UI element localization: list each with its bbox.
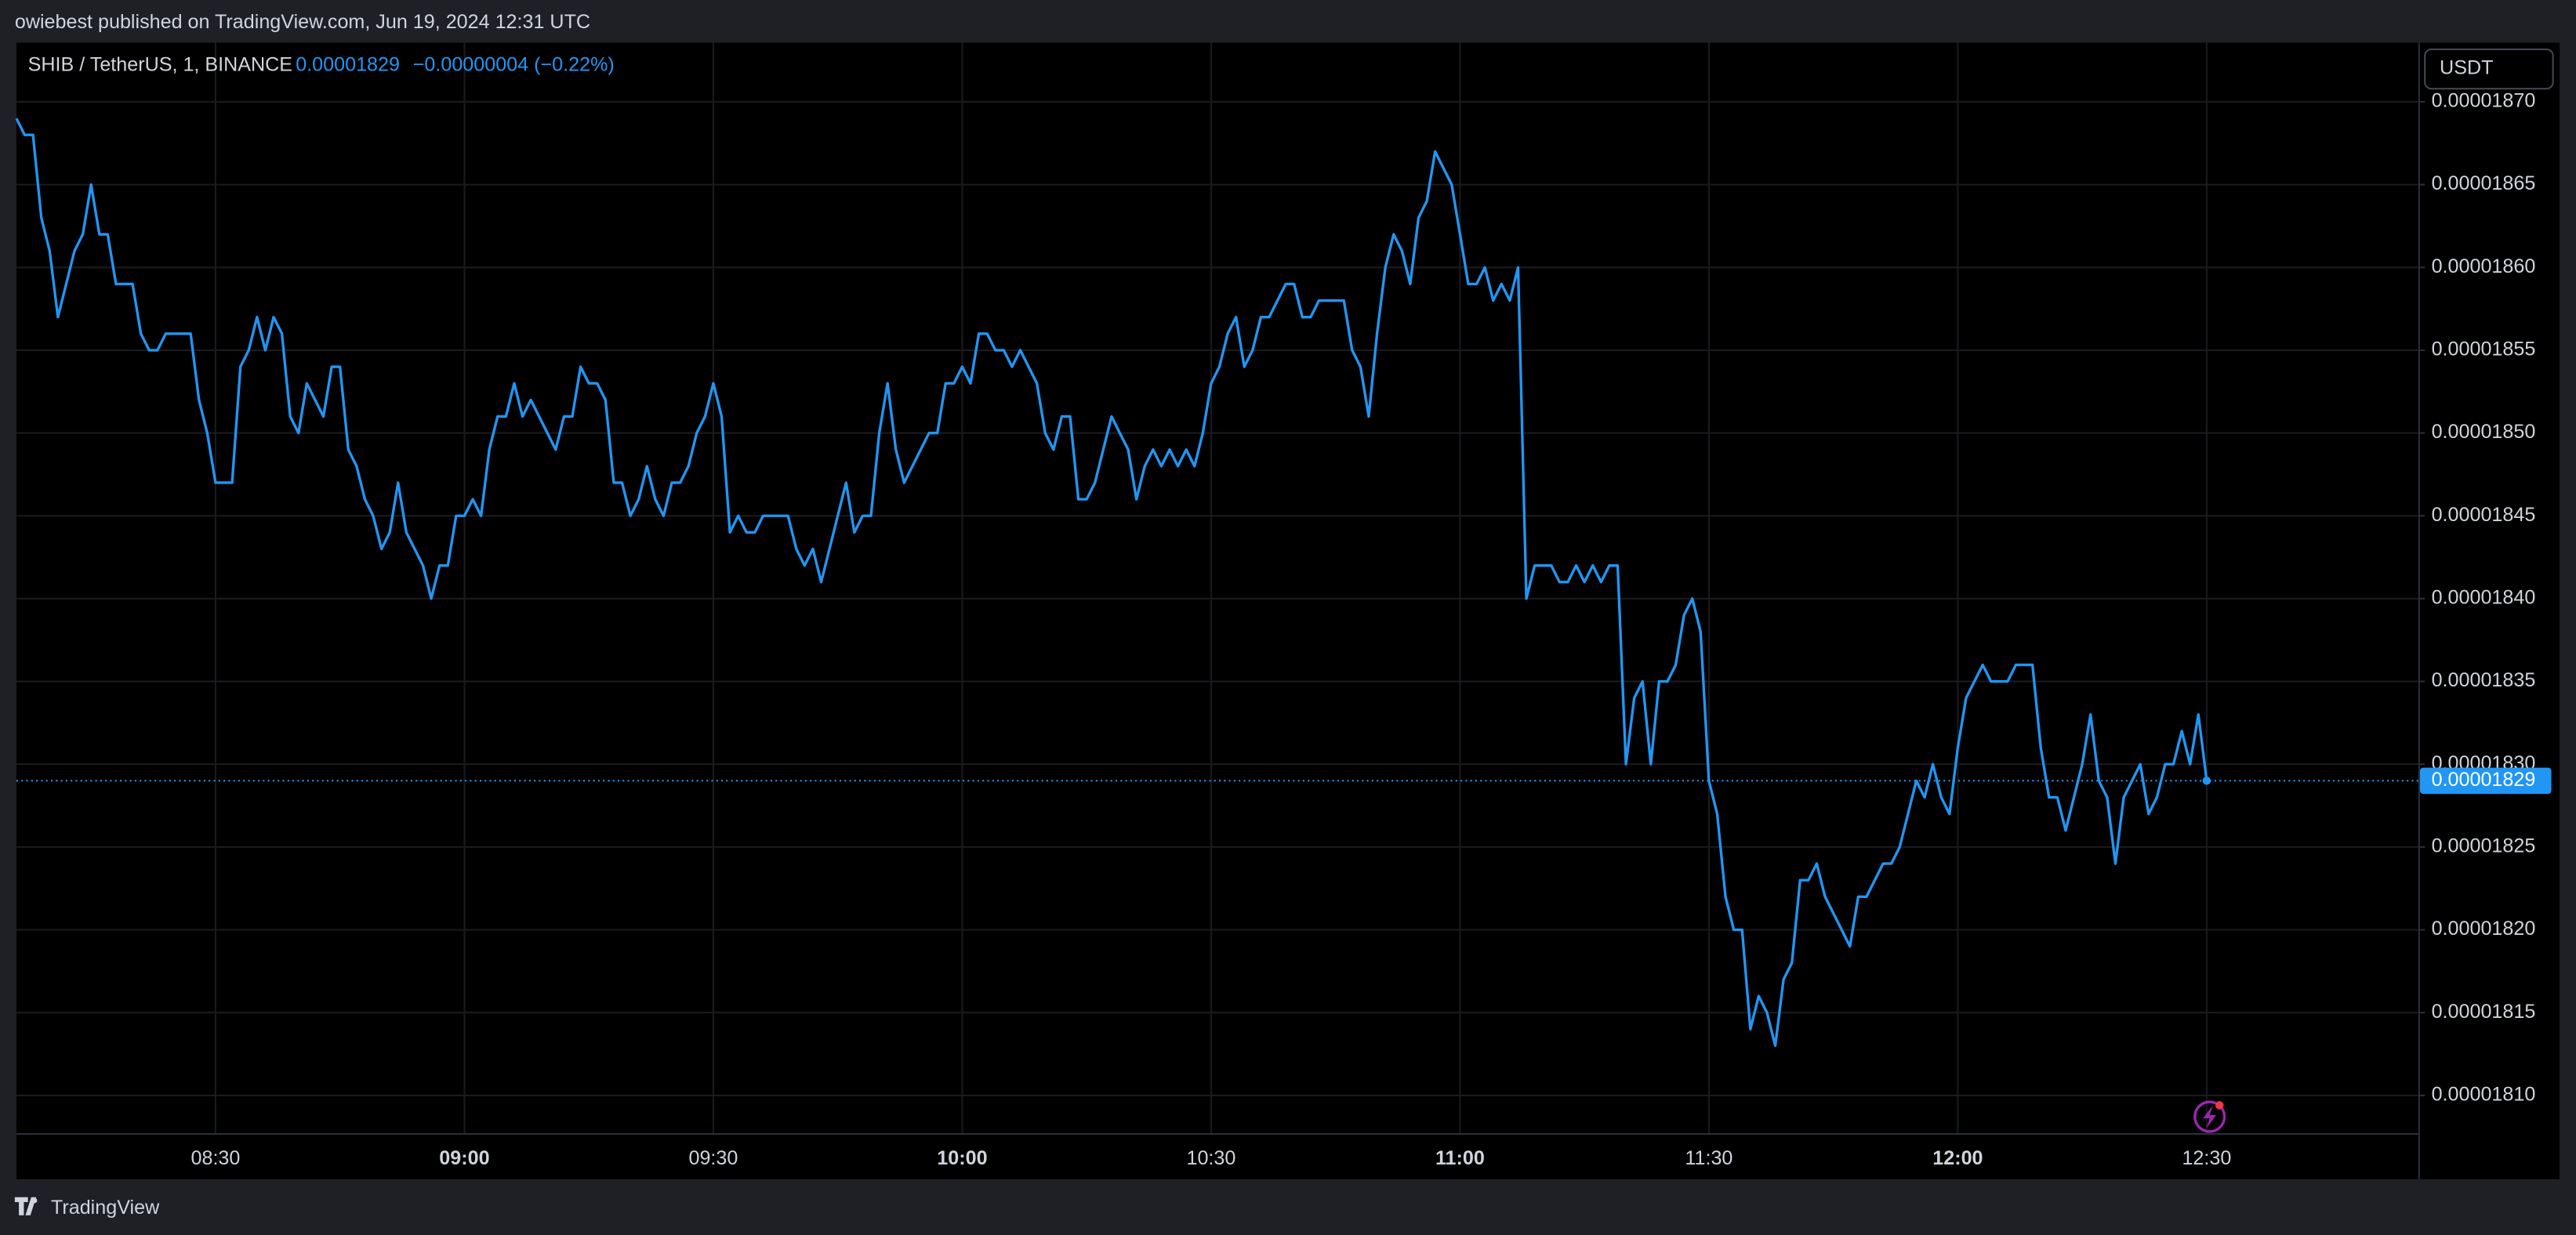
- y-tick-label: 0.00001855: [2432, 339, 2536, 360]
- y-tick-label: 0.00001810: [2432, 1083, 2536, 1105]
- x-tick-label: 11:00: [1435, 1147, 1485, 1169]
- lightning-circle[interactable]: [2193, 1100, 2226, 1133]
- logo-dot[interactable]: [31, 1197, 38, 1204]
- y-tick-label: 0.00001820: [2432, 918, 2536, 940]
- x-tick-label: 11:30: [1685, 1147, 1732, 1169]
- y-tick-label: 0.00001815: [2432, 1001, 2536, 1023]
- y-tick-label: 0.00001865: [2432, 172, 2536, 194]
- chart-background: [16, 42, 2560, 1179]
- x-tick-label: 12:00: [1932, 1147, 1983, 1169]
- currency-box[interactable]: [2424, 48, 2554, 90]
- x-tick-label: 10:00: [937, 1147, 987, 1169]
- y-tick-label: 0.00001835: [2432, 669, 2536, 691]
- x-tick-label: 09:00: [439, 1147, 489, 1169]
- y-tick-label: 0.00001870: [2432, 90, 2536, 112]
- x-tick-label: 09:30: [688, 1147, 738, 1169]
- y-tick-label: 0.00001850: [2432, 421, 2536, 443]
- last-price-tag-label: 0.00001829: [2432, 769, 2536, 791]
- last-point: [2202, 777, 2211, 785]
- y-tick-label: 0.00001840: [2432, 587, 2536, 609]
- currency-label[interactable]: USDT: [2440, 57, 2493, 79]
- publisher-header: owiebest published on TradingView.com, J…: [15, 11, 590, 33]
- y-tick-label: 0.00001825: [2432, 835, 2536, 857]
- footer-logo[interactable]: TradingView: [14, 1197, 160, 1219]
- last-price-tag: [2419, 767, 2552, 795]
- logo-icon[interactable]: [14, 1197, 37, 1215]
- footer-brand[interactable]: TradingView: [51, 1197, 160, 1219]
- y-tick-label: 0.00001860: [2432, 255, 2536, 277]
- lightning-bolt[interactable]: [2203, 1105, 2217, 1128]
- price-change: −0.00000004 (−0.22%): [413, 53, 615, 75]
- x-tick-label: 10:30: [1186, 1147, 1235, 1169]
- plot: [15, 118, 2418, 1048]
- price-line: [15, 118, 2208, 1048]
- x-tick-label: 12:30: [2182, 1147, 2231, 1169]
- grid: [16, 42, 2425, 1134]
- y-tick-label: 0.00001845: [2432, 504, 2536, 526]
- notification-dot[interactable]: [2215, 1101, 2224, 1110]
- last-price: 0.00001829: [296, 53, 400, 75]
- x-tick-label: 08:30: [191, 1147, 241, 1169]
- lightning-icon[interactable]: [2193, 1100, 2226, 1133]
- symbol-title: SHIB / TetherUS, 1, BINANCE: [28, 53, 292, 75]
